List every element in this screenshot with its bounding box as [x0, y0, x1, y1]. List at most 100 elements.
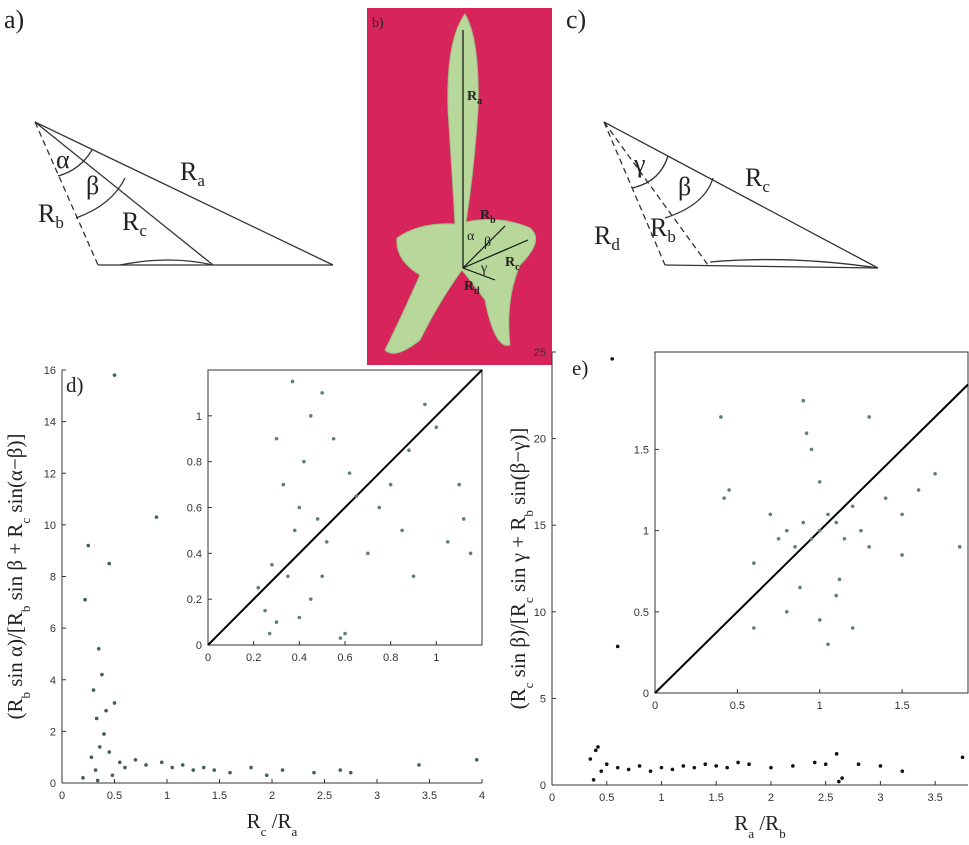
point	[343, 631, 347, 636]
point	[338, 768, 343, 772]
chart-title: e)	[572, 356, 588, 380]
point	[170, 765, 175, 770]
axis-label: (Rc sin β)/[Rc sin γ + Rb sin(β−γ)]	[506, 428, 536, 710]
point	[878, 764, 883, 768]
point	[823, 762, 828, 767]
point	[867, 545, 871, 549]
point	[297, 505, 302, 510]
point	[280, 768, 285, 772]
axis-label: Ra /Rb	[734, 811, 785, 841]
point	[274, 620, 279, 624]
x-tick-label: 1.5	[709, 792, 724, 804]
point	[91, 688, 96, 692]
y-tick-label: 14	[44, 417, 56, 429]
point	[445, 540, 450, 544]
point	[468, 551, 473, 556]
point	[212, 768, 217, 772]
line-rd	[462, 267, 496, 281]
point	[267, 631, 272, 636]
point	[752, 626, 756, 630]
base-arc	[119, 259, 214, 266]
point	[637, 764, 642, 768]
x-tick-label: 2	[269, 790, 275, 802]
point	[274, 436, 279, 441]
x-tick-label: 1	[164, 790, 170, 802]
beta-arc	[75, 177, 126, 219]
point	[727, 488, 731, 492]
segment-label: Rd	[594, 221, 620, 254]
point	[297, 615, 302, 620]
leaf	[384, 13, 537, 354]
point	[670, 767, 675, 772]
angle-label: γ	[480, 261, 487, 276]
point	[900, 769, 905, 773]
gamma-arc	[631, 155, 669, 189]
axis-label: Rc /Ra	[247, 809, 298, 839]
y-tick-label: 1.5	[634, 444, 649, 456]
point	[159, 760, 164, 765]
segment-label: Rb	[650, 213, 676, 246]
point	[263, 608, 267, 613]
point	[457, 482, 461, 487]
point	[834, 593, 839, 598]
point	[407, 448, 411, 453]
point	[591, 778, 596, 782]
point	[776, 536, 781, 541]
x-tick-label: 2.5	[818, 792, 833, 804]
x-tick-label: 1	[433, 652, 439, 664]
point	[610, 357, 615, 361]
beta-arc	[664, 177, 714, 219]
angle-label: β	[678, 172, 691, 201]
alpha-arc	[57, 149, 93, 177]
point	[867, 415, 871, 419]
point	[107, 561, 112, 566]
point	[320, 574, 324, 579]
point	[423, 402, 427, 407]
point	[154, 515, 159, 519]
point	[834, 752, 839, 756]
point	[388, 482, 393, 487]
point	[725, 765, 729, 770]
segment-label: Rc	[745, 163, 770, 196]
segment-label: Rb	[480, 208, 496, 226]
point	[714, 764, 719, 768]
point	[324, 540, 329, 544]
x-tick-label: 3.5	[928, 792, 943, 804]
point	[747, 762, 751, 767]
point	[96, 646, 101, 651]
point	[599, 769, 604, 773]
panel-c	[603, 121, 879, 269]
x-tick-label: 0.6	[337, 652, 352, 664]
point	[338, 636, 343, 640]
line-rb	[34, 121, 99, 266]
point	[804, 431, 809, 435]
y-tick-label: 0.8	[187, 457, 202, 469]
point	[411, 574, 416, 579]
point	[719, 415, 723, 419]
point	[681, 764, 686, 768]
y-tick-label: 8	[50, 572, 56, 584]
angle-label: γ	[633, 149, 646, 178]
base-arc	[709, 258, 879, 269]
y-tick-label: 1	[643, 526, 649, 538]
point	[104, 708, 108, 713]
point	[112, 701, 117, 705]
y-tick-label: 1	[196, 411, 202, 423]
x-tick-label: 0.5	[107, 790, 122, 802]
x-tick-label: 0.5	[599, 792, 614, 804]
segment-label: Ra	[467, 89, 482, 107]
point	[83, 597, 87, 602]
point	[270, 562, 274, 567]
x-tick-label: 3	[374, 790, 380, 802]
point	[400, 528, 404, 533]
point	[801, 398, 806, 403]
y-tick-label: 6	[50, 623, 56, 635]
point	[703, 762, 708, 767]
point	[98, 745, 102, 749]
point	[769, 765, 773, 770]
x-tick-label: 3	[877, 792, 883, 804]
point	[809, 536, 814, 541]
y-tick-label: 0	[540, 780, 546, 792]
segment-label: Rd	[464, 279, 480, 297]
